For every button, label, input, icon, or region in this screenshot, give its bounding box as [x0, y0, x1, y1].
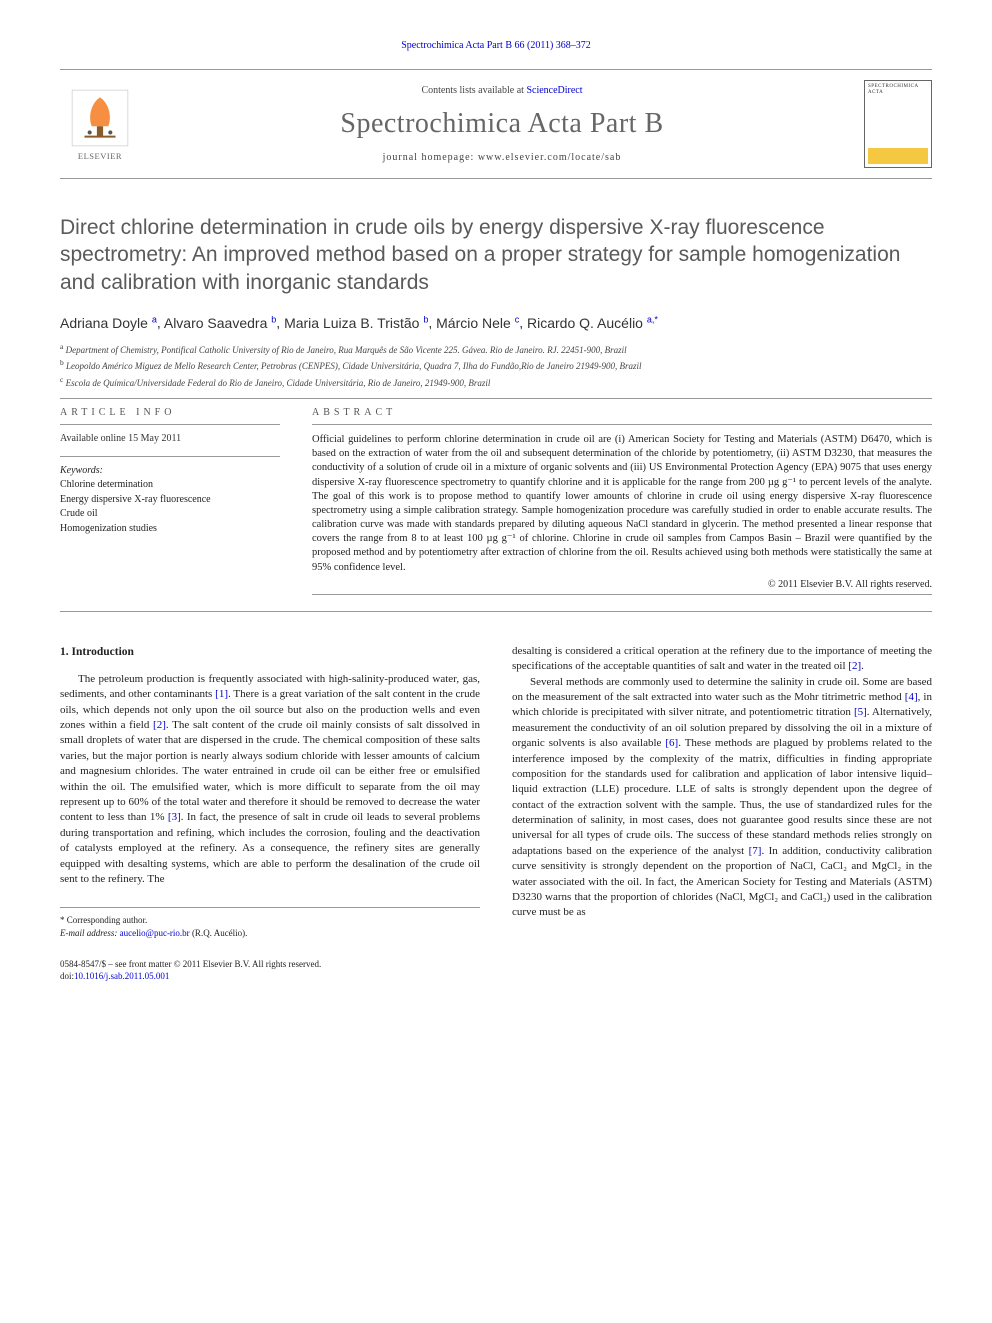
- author-name: Ricardo Q. Aucélio: [527, 315, 643, 331]
- section-number: 1.: [60, 646, 69, 658]
- body-paragraph: desalting is considered a critical opera…: [512, 644, 932, 675]
- author-name: Maria Luiza B. Tristão: [284, 315, 419, 331]
- corresponding-author-block: * Corresponding author. E-mail address: …: [60, 907, 480, 939]
- author-aff[interactable]: b: [271, 314, 276, 324]
- front-matter-line: 0584-8547/$ – see front matter © 2011 El…: [60, 958, 480, 971]
- cover-title: SPECTROCHIMICA ACTA: [868, 84, 928, 96]
- keyword: Homogenization studies: [60, 522, 280, 537]
- affiliation-a: a Department of Chemistry, Pontifical Ca…: [60, 341, 932, 358]
- divider: [312, 594, 932, 595]
- doi-label: doi:: [60, 971, 74, 981]
- author: Ricardo Q. Aucélio a,*: [527, 315, 658, 331]
- author: Alvaro Saavedra b: [164, 315, 276, 331]
- contents-lists-line: Contents lists available at ScienceDirec…: [140, 85, 864, 96]
- elsevier-brand-text: ELSEVIER: [78, 151, 122, 161]
- corr-email[interactable]: aucelio@puc-rio.br: [120, 928, 190, 938]
- corr-label: Corresponding author.: [67, 915, 148, 925]
- abstract-block: abstract Official guidelines to perform …: [312, 407, 932, 603]
- abstract-heading: abstract: [312, 407, 932, 418]
- author: Márcio Nele c: [436, 315, 519, 331]
- doi-link[interactable]: 10.1016/j.sab.2011.05.001: [74, 971, 169, 981]
- author: Maria Luiza B. Tristão b: [284, 315, 428, 331]
- author-aff[interactable]: c: [515, 314, 520, 324]
- author-aff[interactable]: a: [152, 314, 157, 324]
- elsevier-tree-icon: [69, 87, 131, 149]
- section-title: 1. Introduction: [60, 644, 480, 660]
- affiliations: a Department of Chemistry, Pontifical Ca…: [60, 341, 932, 391]
- keyword: Energy dispersive X-ray fluorescence: [60, 493, 280, 508]
- body-paragraph: Several methods are commonly used to det…: [512, 675, 932, 921]
- column-left: 1. Introduction The petroleum production…: [60, 644, 480, 983]
- divider: [60, 424, 280, 425]
- corr-line-1: * Corresponding author.: [60, 914, 480, 927]
- body-columns: 1. Introduction The petroleum production…: [60, 644, 932, 983]
- body-paragraph: The petroleum production is frequently a…: [60, 672, 480, 887]
- article-info-heading: article info: [60, 407, 280, 418]
- journal-header: ELSEVIER Contents lists available at Sci…: [60, 69, 932, 179]
- divider: [60, 398, 932, 399]
- article-info-block: article info Available online 15 May 201…: [60, 407, 280, 603]
- footer-block: 0584-8547/$ – see front matter © 2011 El…: [60, 958, 480, 983]
- divider: [312, 424, 932, 425]
- author-name: Márcio Nele: [436, 315, 511, 331]
- author: Adriana Doyle a: [60, 315, 157, 331]
- divider: [60, 611, 932, 612]
- author-name: Alvaro Saavedra: [164, 315, 268, 331]
- available-online: Available online 15 May 2011: [60, 433, 280, 444]
- corr-star: *: [60, 915, 65, 925]
- info-abstract-row: article info Available online 15 May 201…: [60, 407, 932, 603]
- affiliation-b: b Leopoldo Américo Miguez de Mello Resea…: [60, 357, 932, 374]
- cover-accent-bar: [868, 148, 928, 164]
- affiliation-text: Escola de Química/Universidade Federal d…: [66, 378, 491, 388]
- doi-line: doi:10.1016/j.sab.2011.05.001: [60, 970, 480, 983]
- header-center: Contents lists available at ScienceDirec…: [140, 85, 864, 163]
- journal-reference-line[interactable]: Spectrochimica Acta Part B 66 (2011) 368…: [60, 40, 932, 51]
- authors-line: Adriana Doyle a, Alvaro Saavedra b, Mari…: [60, 314, 932, 331]
- author-name: Adriana Doyle: [60, 315, 148, 331]
- divider: [60, 456, 280, 457]
- author-aff[interactable]: a,*: [647, 314, 658, 324]
- abstract-text: Official guidelines to perform chlorine …: [312, 433, 932, 575]
- elsevier-logo: ELSEVIER: [60, 87, 140, 161]
- journal-name: Spectrochimica Acta Part B: [140, 108, 864, 140]
- affiliation-c: c Escola de Química/Universidade Federal…: [60, 374, 932, 391]
- affiliation-text: Leopoldo Américo Miguez de Mello Researc…: [66, 361, 642, 371]
- article-title: Direct chlorine determination in crude o…: [60, 214, 932, 296]
- keywords-list: Chlorine determination Energy dispersive…: [60, 478, 280, 536]
- column-right: desalting is considered a critical opera…: [512, 644, 932, 983]
- keyword: Chlorine determination: [60, 478, 280, 493]
- abstract-copyright: © 2011 Elsevier B.V. All rights reserved…: [312, 579, 932, 590]
- keyword: Crude oil: [60, 507, 280, 522]
- affiliation-text: Department of Chemistry, Pontifical Cath…: [66, 345, 627, 355]
- author-aff[interactable]: b: [423, 314, 428, 324]
- corr-email-name: (R.Q. Aucélio).: [192, 928, 248, 938]
- sciencedirect-link[interactable]: ScienceDirect: [526, 85, 582, 96]
- journal-homepage-line[interactable]: journal homepage: www.elsevier.com/locat…: [140, 152, 864, 163]
- keywords-label: Keywords:: [60, 465, 280, 476]
- journal-cover-thumb: SPECTROCHIMICA ACTA: [864, 80, 932, 168]
- contents-prefix: Contents lists available at: [421, 85, 526, 96]
- corr-email-line: E-mail address: aucelio@puc-rio.br (R.Q.…: [60, 927, 480, 940]
- section-title-text: Introduction: [72, 646, 134, 658]
- email-label: E-mail address:: [60, 928, 117, 938]
